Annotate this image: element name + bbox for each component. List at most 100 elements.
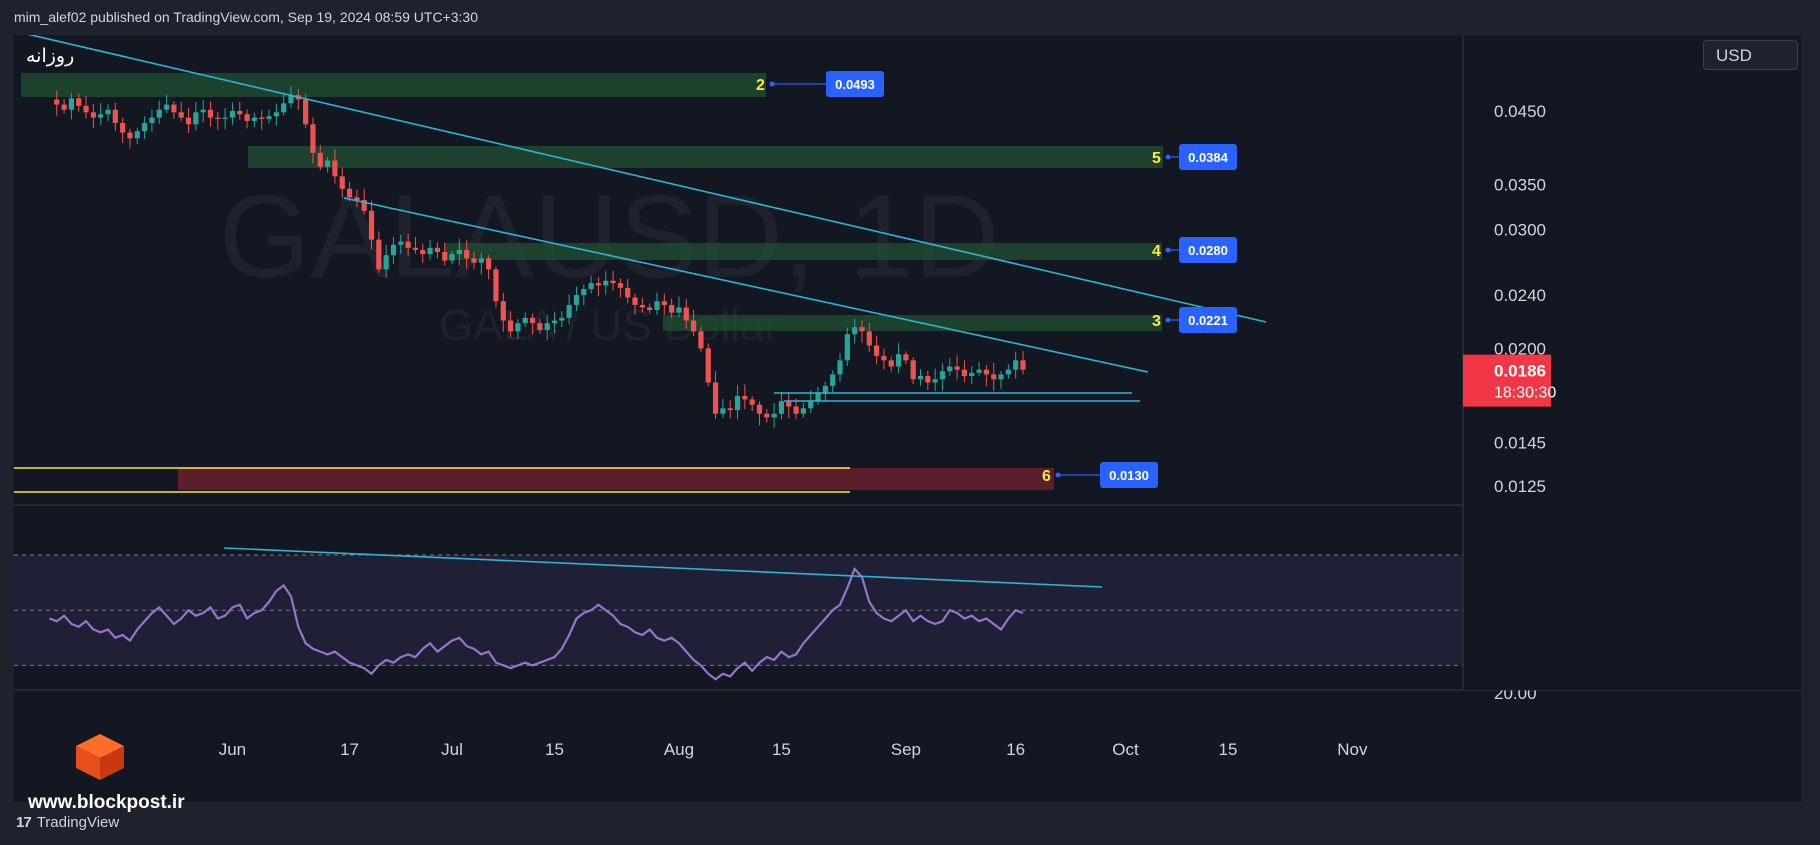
last-price: 0.0186 xyxy=(1494,362,1546,381)
candle xyxy=(193,102,199,131)
candle xyxy=(529,313,536,335)
candle-body xyxy=(866,331,872,346)
candle xyxy=(376,231,382,274)
candle xyxy=(932,368,938,391)
candle-body xyxy=(625,287,631,298)
candle xyxy=(273,103,279,126)
candle-body xyxy=(881,355,887,361)
candle-body xyxy=(354,197,360,201)
candle-body xyxy=(1005,369,1011,375)
time-tick: Sep xyxy=(891,740,921,759)
candle-body xyxy=(434,247,440,252)
candle xyxy=(625,278,631,304)
candle xyxy=(288,86,294,108)
rsi-panel: 60.0040.0020.0015Jun17Jul15Aug15Sep16Oct… xyxy=(14,504,1801,759)
candle xyxy=(866,322,872,352)
candle-body xyxy=(588,283,594,289)
timeframe-label: روزانه xyxy=(26,45,74,67)
candlesticks xyxy=(54,86,1026,428)
candle-body xyxy=(163,104,170,110)
candle xyxy=(134,127,140,145)
candle xyxy=(127,128,133,149)
candle xyxy=(771,402,777,428)
candle xyxy=(478,252,484,275)
candle xyxy=(522,312,528,327)
level-number: 3 xyxy=(1152,313,1161,330)
candle xyxy=(405,233,411,256)
candle-body xyxy=(68,98,74,110)
candle-body xyxy=(844,334,850,361)
tradingview-footer[interactable]: 17 TradingView xyxy=(16,814,119,831)
tradingview-logo-icon: 17 xyxy=(16,814,32,831)
candle xyxy=(830,370,836,393)
major-downtrend-line xyxy=(27,35,1267,323)
candle-body xyxy=(581,288,587,296)
candle xyxy=(1013,351,1019,379)
candle xyxy=(244,109,250,129)
level-zone-2 xyxy=(248,146,1163,168)
candle-body xyxy=(222,117,228,119)
candle-body xyxy=(207,109,214,118)
candle-body xyxy=(398,241,404,245)
level-value: 0.0221 xyxy=(1188,313,1228,328)
minor-downtrend-line xyxy=(343,197,1149,373)
time-tick: Aug xyxy=(664,740,694,759)
candle-body xyxy=(617,283,623,288)
candle xyxy=(559,311,565,328)
candle-body xyxy=(171,104,177,113)
candle xyxy=(149,109,155,132)
candle xyxy=(251,112,257,128)
candle xyxy=(661,293,667,315)
level-4: 4 0.0280 xyxy=(1152,237,1237,263)
candle xyxy=(61,99,67,114)
candle-body xyxy=(661,301,667,305)
candle xyxy=(756,401,763,426)
candle-body xyxy=(830,374,836,386)
candle xyxy=(515,318,521,339)
candle xyxy=(544,315,550,341)
candle xyxy=(727,400,733,419)
level-dot xyxy=(1165,154,1171,160)
candle-body xyxy=(822,385,828,393)
candle xyxy=(427,240,433,260)
candle xyxy=(215,112,221,130)
candle-body xyxy=(508,320,514,332)
price-tick: 0.0145 xyxy=(1494,434,1546,453)
price-tick: 0.0125 xyxy=(1494,477,1546,496)
candle-body xyxy=(288,95,294,104)
candle xyxy=(947,358,953,377)
candle xyxy=(508,311,514,338)
candle-body xyxy=(800,408,806,414)
publish-header: mim_alef02 published on TradingView.com,… xyxy=(14,9,478,25)
candle-body xyxy=(595,283,602,286)
candle-body xyxy=(456,249,462,255)
candle-body xyxy=(705,348,711,383)
candle xyxy=(917,369,924,386)
candle-body xyxy=(983,369,989,375)
level-value-box xyxy=(1179,307,1237,333)
candle xyxy=(54,91,60,116)
candle-body xyxy=(837,360,843,375)
candle-body xyxy=(742,395,748,400)
candle xyxy=(859,320,865,343)
level-6: 6 0.0130 xyxy=(1042,462,1158,488)
candle-body xyxy=(734,395,741,411)
time-tick: 15 xyxy=(545,740,564,759)
candle-body xyxy=(215,117,221,119)
candle xyxy=(742,384,748,410)
level-value-box xyxy=(826,71,884,97)
trendlines xyxy=(27,35,1267,402)
candle xyxy=(815,386,821,405)
candle xyxy=(822,382,828,402)
candle-body xyxy=(910,360,916,380)
candle xyxy=(368,200,375,250)
candle-body xyxy=(676,307,682,313)
candle-body xyxy=(134,131,140,139)
candle xyxy=(390,236,397,264)
chart-area[interactable]: GALAUSD, 1D GALA / US Dollar روزانه 2 0.049… xyxy=(14,35,1801,802)
currency-selector[interactable]: USD xyxy=(1703,40,1798,70)
candle-body xyxy=(98,114,104,118)
candle xyxy=(573,286,580,311)
candle-body xyxy=(603,280,609,286)
